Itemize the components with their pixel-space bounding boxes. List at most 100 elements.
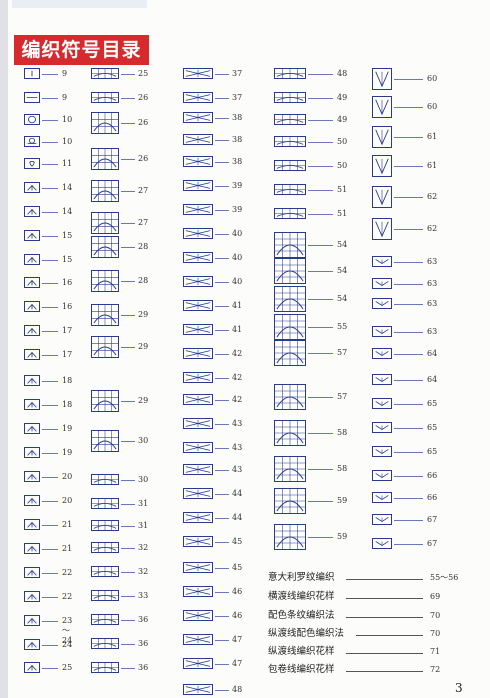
leader-line xyxy=(215,140,229,141)
symbol-page-ref: 43 xyxy=(232,419,243,428)
leader-line xyxy=(42,525,58,526)
leader-line xyxy=(394,332,423,333)
symbol-page-ref: 47 xyxy=(232,635,243,644)
symbol-page-ref: 66 xyxy=(427,493,438,502)
symbol-page-ref: 21 xyxy=(62,544,73,553)
symbol-page-ref: 38 xyxy=(232,135,243,144)
symbol-page-ref: 43 xyxy=(232,443,243,452)
symbol-page-ref: 20 xyxy=(62,472,73,481)
toc-leader-line xyxy=(346,653,423,654)
leader-line xyxy=(42,645,58,646)
leader-line xyxy=(42,549,58,550)
leader-line xyxy=(121,123,135,124)
symbol-page-ref: 36 xyxy=(138,615,149,624)
symbol-page-ref: 62 xyxy=(427,192,438,201)
cross-wide-c-symbol xyxy=(183,324,213,335)
arch-grid-symbol xyxy=(91,236,119,258)
cross-wide-q-symbol xyxy=(183,658,213,669)
cross-wide-o-symbol xyxy=(183,610,213,621)
symbol-page-ref: 16 xyxy=(62,302,73,311)
x-cable-symbol xyxy=(91,614,119,625)
symbol-page-ref: 42 xyxy=(232,349,243,358)
symbol-page-ref: 42 xyxy=(232,395,243,404)
symbol-page-ref: 27 xyxy=(138,186,149,195)
cross-3x3-symbol xyxy=(183,68,213,79)
symbol-page-ref: 10 xyxy=(62,137,73,146)
leader-line xyxy=(215,424,229,425)
leader-line xyxy=(42,307,58,308)
leader-line xyxy=(215,640,229,641)
three-together-dot-symbol xyxy=(24,301,40,312)
leader-line xyxy=(394,284,423,285)
right-lean-dot-symbol xyxy=(24,206,40,217)
symbol-page-ref: 21 xyxy=(62,520,73,529)
symbol-page-ref: 50 xyxy=(337,137,348,146)
symbol-page-ref: 31 xyxy=(138,499,149,508)
leader-line xyxy=(121,98,135,99)
symbol-page-ref: 24 xyxy=(62,640,73,649)
fan-solid-symbol xyxy=(24,495,40,506)
arrow-up-symbol xyxy=(24,325,40,336)
leader-line xyxy=(215,542,229,543)
leader-line xyxy=(121,281,135,282)
leader-line xyxy=(215,98,229,99)
leader-line xyxy=(215,282,229,283)
leader-line xyxy=(394,197,423,198)
symbol-page-ref: 63 xyxy=(427,257,438,266)
leader-line xyxy=(394,476,423,477)
toc-leader-line xyxy=(346,598,423,599)
leader-line xyxy=(394,229,423,230)
leader-line xyxy=(308,501,333,502)
symbol-page-ref: 57 xyxy=(337,392,348,401)
long-column-symbol xyxy=(91,430,119,452)
tick-row-e-symbol xyxy=(372,422,392,433)
v-box-b-symbol xyxy=(372,96,392,118)
leader-line xyxy=(121,644,135,645)
fan-symbol xyxy=(24,471,40,482)
leader-line xyxy=(215,568,229,569)
toc-leader-line xyxy=(346,617,423,618)
five-together-symbol xyxy=(24,423,40,434)
horizontal-bar-symbol xyxy=(24,92,40,103)
leader-line xyxy=(121,572,135,573)
symbol-page-ref: 38 xyxy=(232,113,243,122)
leader-line xyxy=(308,142,333,143)
leader-line xyxy=(42,212,58,213)
symbol-page-ref: 44 xyxy=(232,513,243,522)
leader-line xyxy=(42,501,58,502)
symbol-page-ref: 39 xyxy=(232,181,243,190)
toc-entry-page: 71 xyxy=(430,647,441,656)
leader-line xyxy=(394,452,423,453)
binding-strip xyxy=(0,0,8,698)
leader-line xyxy=(42,668,58,669)
band-hatch-symbol xyxy=(274,184,306,195)
symbol-page-ref: 65 xyxy=(427,399,438,408)
page-title: 编织符号目录 xyxy=(14,35,149,65)
leader-line xyxy=(215,448,229,449)
symbol-page-ref: 26 xyxy=(138,154,149,163)
band-hatch-b-symbol xyxy=(274,208,306,219)
down-arrow-dot-symbol xyxy=(24,662,40,673)
cross-3x3-b-symbol xyxy=(183,92,213,103)
leader-line xyxy=(42,120,58,121)
leader-line xyxy=(42,355,58,356)
leader-line xyxy=(308,271,333,272)
tall-arch-b-symbol xyxy=(274,420,306,446)
leader-line xyxy=(215,592,229,593)
bobble-symbol xyxy=(91,92,119,103)
toc-leader-line xyxy=(356,635,423,636)
symbol-page-ref: 66 xyxy=(427,471,438,480)
band-cross-symbol xyxy=(274,68,306,79)
cross-wide-p-symbol xyxy=(183,634,213,645)
leader-line xyxy=(308,98,333,99)
leader-line xyxy=(121,223,135,224)
symbol-page-ref: 47 xyxy=(232,659,243,668)
symbol-page-ref: 16 xyxy=(62,278,73,287)
header-band xyxy=(12,0,147,8)
toc-entry-page: 55～56 xyxy=(430,573,459,582)
leader-line xyxy=(394,544,423,545)
leader-line xyxy=(394,380,423,381)
diamond-symbol xyxy=(24,615,40,626)
leader-line xyxy=(215,306,229,307)
